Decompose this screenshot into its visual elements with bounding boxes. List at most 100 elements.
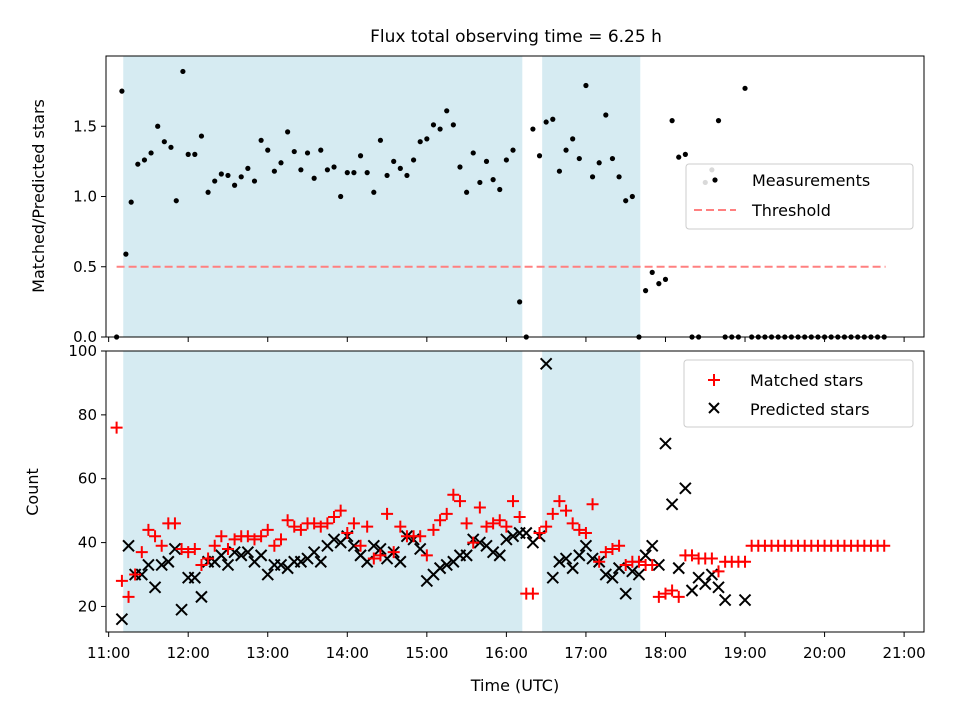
predicted-star-marker bbox=[148, 581, 162, 594]
measurement-point bbox=[258, 137, 264, 143]
y-tick-label: 60 bbox=[78, 470, 97, 488]
measurement-point bbox=[135, 161, 141, 167]
measurement-point bbox=[192, 151, 198, 157]
measurement-point bbox=[464, 189, 470, 195]
matched-star-marker bbox=[460, 517, 473, 530]
matched-star-marker bbox=[110, 421, 123, 434]
measurement-point bbox=[231, 182, 238, 188]
y-tick-label: 100 bbox=[68, 342, 97, 360]
measurement-point bbox=[128, 199, 134, 205]
matched-star-marker bbox=[328, 511, 341, 524]
measurement-point bbox=[285, 129, 291, 135]
predicted-star-marker bbox=[221, 558, 235, 572]
matched-star-marker bbox=[420, 549, 433, 562]
legend-predicted-marker bbox=[708, 402, 720, 414]
measurement-point bbox=[616, 174, 622, 180]
predicted-star-marker bbox=[440, 558, 453, 572]
predicted-star-marker bbox=[646, 539, 659, 552]
predicted-star-marker bbox=[155, 558, 168, 572]
measurement-point bbox=[457, 164, 463, 170]
measurement-point bbox=[742, 85, 748, 91]
matched-star-marker bbox=[294, 523, 307, 536]
matched-star-marker bbox=[579, 527, 592, 540]
matched-star-marker bbox=[560, 504, 573, 517]
predicted-star-marker bbox=[652, 558, 666, 572]
matched-star-marker bbox=[168, 517, 181, 530]
predicted-star-marker bbox=[506, 529, 520, 543]
x-axis-label: Time (UTC) bbox=[470, 676, 559, 695]
bottom-y-axis-label: Count bbox=[23, 468, 42, 516]
matched-star-marker bbox=[613, 539, 626, 552]
measurement-point bbox=[404, 172, 410, 179]
predicted-star-marker bbox=[639, 549, 652, 562]
measurement-point bbox=[424, 136, 430, 142]
measurement-point bbox=[477, 179, 483, 186]
predicted-star-marker bbox=[374, 542, 387, 556]
matched-star-marker bbox=[632, 555, 645, 568]
predicted-star-marker bbox=[718, 593, 732, 607]
x-tick-label: 19:00 bbox=[723, 644, 766, 662]
measurement-point bbox=[656, 281, 662, 287]
measurement-point bbox=[161, 139, 167, 145]
matched-star-marker bbox=[672, 590, 685, 603]
matched-star-marker bbox=[248, 533, 261, 546]
legend-matched-label: Matched stars bbox=[750, 371, 863, 390]
predicted-star-marker bbox=[307, 545, 321, 559]
matched-star-marker bbox=[685, 549, 698, 562]
matched-star-marker bbox=[434, 514, 447, 527]
measurement-point bbox=[550, 116, 556, 122]
x-tick-label: 11:00 bbox=[87, 644, 130, 662]
measurement-point bbox=[397, 165, 403, 171]
matched-star-marker bbox=[149, 530, 162, 543]
predicted-star-marker bbox=[672, 561, 685, 575]
predicted-star-marker bbox=[473, 536, 487, 549]
measurement-point bbox=[483, 158, 490, 164]
measurement-point bbox=[603, 112, 609, 118]
measurement-point bbox=[563, 147, 569, 153]
matched-star-marker bbox=[586, 498, 599, 511]
bottom-y-axis-ticks: 20 40 60 80 100 bbox=[68, 342, 106, 615]
measurement-point bbox=[168, 144, 174, 150]
matched-star-marker bbox=[188, 542, 201, 555]
matched-star-marker bbox=[500, 520, 513, 533]
measurement-point bbox=[410, 157, 417, 163]
matched-star-marker bbox=[361, 520, 374, 533]
matched-star-marker bbox=[321, 517, 334, 530]
bottom-panel: 20 40 60 80 100 11:00 12:00 13:00 14:00 15:00 16:… bbox=[23, 342, 926, 695]
matched-star-marker bbox=[255, 530, 268, 543]
measurement-point bbox=[543, 119, 549, 125]
matched-star-marker bbox=[275, 533, 288, 546]
predicted-star-marker bbox=[699, 577, 712, 591]
measurement-point bbox=[155, 123, 161, 129]
measurement-point bbox=[676, 154, 682, 160]
matched-star-marker bbox=[347, 517, 360, 530]
matched-star-marker bbox=[215, 530, 228, 543]
measurement-point bbox=[556, 168, 563, 174]
predicted-star-marker bbox=[606, 571, 619, 584]
predicted-star-marker bbox=[539, 357, 553, 370]
measurement-point bbox=[570, 136, 576, 142]
measurement-point bbox=[629, 193, 635, 200]
matched-star-marker bbox=[440, 507, 453, 520]
matched-star-marker bbox=[122, 590, 135, 603]
top-legend: Measurements Threshold bbox=[685, 163, 914, 230]
predicted-star-marker bbox=[142, 558, 155, 572]
measurement-point bbox=[344, 170, 350, 176]
matched-star-marker bbox=[487, 517, 500, 530]
matched-star-marker bbox=[394, 520, 407, 533]
matched-stars-points bbox=[110, 421, 891, 603]
matched-star-marker bbox=[202, 552, 215, 565]
legend-threshold-label: Threshold bbox=[751, 201, 831, 220]
legend-predicted-label: Predicted stars bbox=[750, 400, 870, 419]
predicted-star-marker bbox=[626, 565, 639, 578]
matched-star-marker bbox=[155, 539, 168, 552]
predicted-star-marker bbox=[559, 552, 573, 565]
measurement-point bbox=[377, 137, 384, 143]
predicted-star-marker bbox=[679, 482, 692, 495]
matched-star-marker bbox=[354, 539, 367, 552]
top-x-axis-ticks bbox=[108, 337, 905, 342]
measurement-point bbox=[119, 88, 125, 94]
predicted-star-marker bbox=[195, 590, 208, 604]
matched-star-marker bbox=[473, 501, 486, 514]
predicted-star-marker bbox=[274, 558, 288, 572]
